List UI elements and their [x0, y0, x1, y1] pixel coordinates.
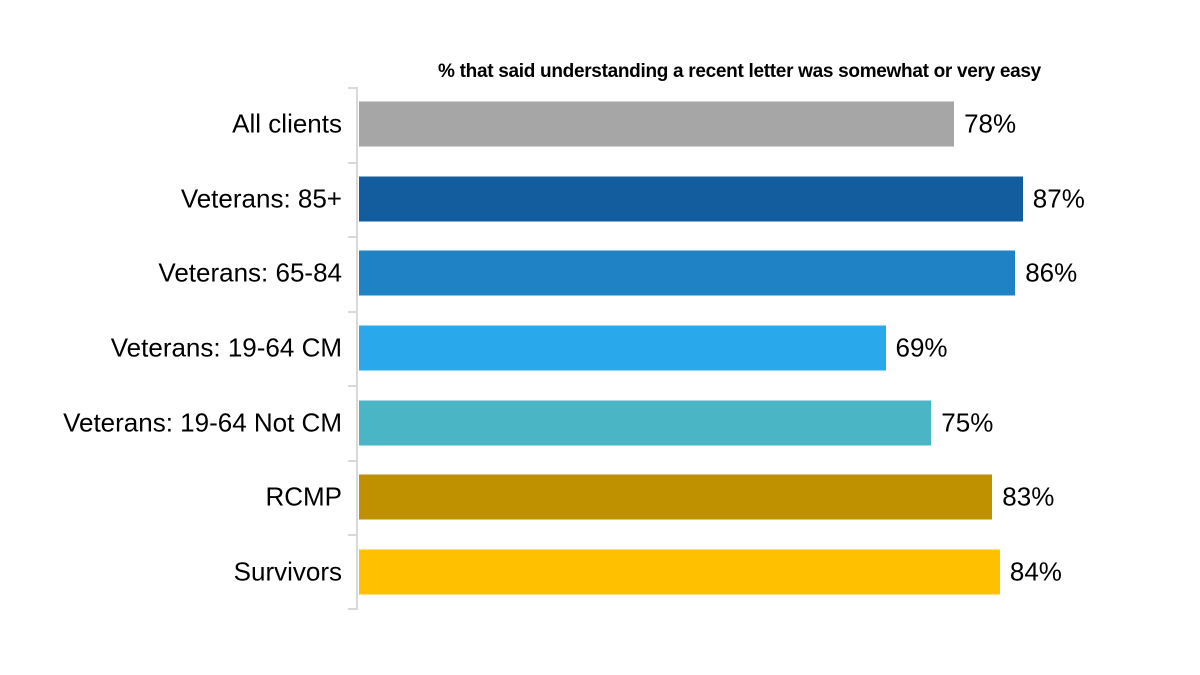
axis-tick: [348, 87, 357, 89]
plot-area: [348, 87, 1121, 610]
value-label: 86%: [1025, 257, 1078, 288]
value-label: 83%: [1002, 481, 1055, 512]
axis-tick: [348, 459, 357, 462]
axis-tick: [348, 534, 357, 537]
bar-row: Veterans: 19-64 CM 69%: [0, 311, 1200, 386]
axis-tick: [348, 236, 357, 239]
bar-track: 83%: [359, 474, 1055, 520]
value-label: 78%: [964, 108, 1017, 139]
axis-tick: [348, 310, 357, 313]
value-label: 87%: [1032, 183, 1085, 214]
category-label: Veterans: 65-84: [158, 257, 342, 288]
bar: [359, 250, 1016, 296]
category-label: Survivors: [233, 556, 342, 587]
bar: [359, 325, 886, 371]
bar-row: Veterans: 19-64 Not CM 75%: [0, 385, 1200, 460]
axis-tick: [348, 385, 357, 388]
bar-row: Survivors 84%: [0, 534, 1200, 609]
y-axis-line: [356, 87, 358, 610]
category-label: Veterans: 19-64 CM: [110, 332, 342, 363]
bar-row: RCMP 83%: [0, 460, 1200, 535]
bar: [359, 400, 932, 446]
bar-track: 75%: [359, 400, 994, 446]
category-label: All clients: [232, 108, 342, 139]
bar: [359, 474, 993, 520]
value-label: 69%: [895, 332, 948, 363]
bar-track: 78%: [359, 101, 1017, 147]
chart-title: % that said understanding a recent lette…: [438, 61, 1041, 82]
bar-row: All clients 78%: [0, 87, 1200, 162]
category-label: Veterans: 19-64 Not CM: [63, 407, 342, 438]
bar-track: 84%: [359, 549, 1062, 595]
category-label: RCMP: [265, 481, 342, 512]
bar: [359, 101, 955, 147]
bar-track: 86%: [359, 250, 1078, 296]
bar: [359, 176, 1023, 222]
bar-track: 69%: [359, 325, 948, 371]
category-label: Veterans: 85+: [180, 183, 342, 214]
value-label: 75%: [941, 407, 994, 438]
bar-row: Veterans: 65-84 86%: [0, 236, 1200, 311]
bar-row: Veterans: 85+ 87%: [0, 162, 1200, 237]
axis-tick: [348, 161, 357, 164]
axis-tick: [348, 608, 357, 610]
bar-track: 87%: [359, 176, 1085, 222]
bar: [359, 549, 1000, 595]
value-label: 84%: [1009, 556, 1062, 587]
